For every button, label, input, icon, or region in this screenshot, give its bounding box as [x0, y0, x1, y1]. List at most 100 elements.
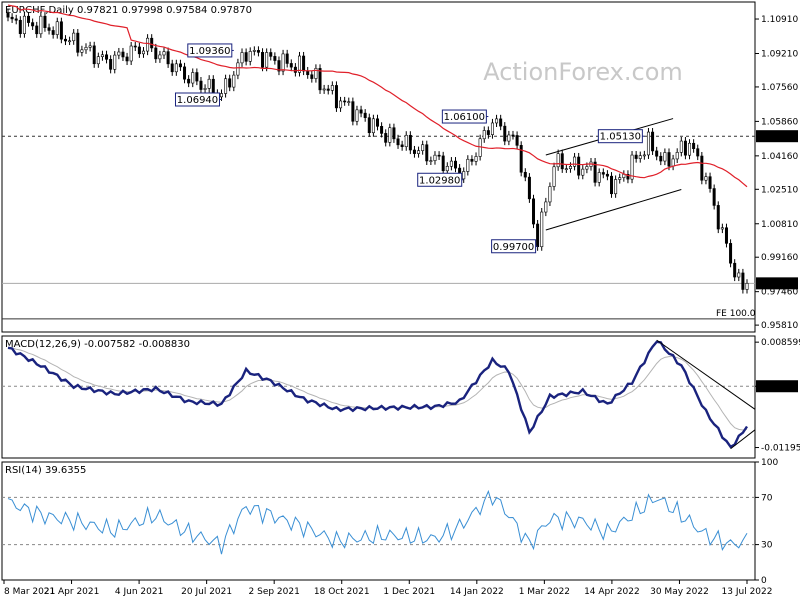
- candle-body: [191, 72, 195, 84]
- macd-title: MACD(12,26,9) -0.007582 -0.008830: [5, 339, 190, 350]
- candle-body: [412, 149, 416, 154]
- candle-body: [55, 21, 59, 35]
- candle-body: [552, 166, 556, 187]
- candle-body: [700, 155, 704, 181]
- main-title: EURCHF,Daily 0.97821 0.97998 0.97584 0.9…: [5, 5, 252, 16]
- candle-body: [105, 54, 109, 60]
- candle-body: [334, 85, 338, 109]
- candle-body: [281, 53, 285, 72]
- candle-body: [359, 109, 363, 114]
- candle-body: [109, 59, 113, 70]
- candle-body: [593, 161, 597, 183]
- candle-body: [277, 60, 281, 72]
- candle-body: [113, 54, 117, 70]
- candle-body: [117, 51, 121, 56]
- candle-body: [84, 47, 88, 51]
- candle-body: [532, 198, 536, 225]
- candle-body: [59, 21, 63, 40]
- candle-body: [228, 78, 232, 88]
- annotation-label: 1.06940: [177, 95, 218, 106]
- candle-body: [199, 80, 203, 90]
- date-tick-label: 2 Sep 2021: [249, 587, 300, 597]
- annotation-label: 1.06100: [444, 112, 485, 123]
- candle-body: [667, 152, 671, 167]
- candle-body: [392, 127, 396, 140]
- channel-lower-line: [545, 189, 682, 231]
- candle-body: [663, 152, 667, 162]
- candle-body: [638, 155, 642, 159]
- candle-body: [445, 166, 449, 172]
- candle-body: [720, 227, 724, 230]
- candle-body: [80, 49, 84, 53]
- candle-body: [375, 118, 379, 127]
- candle-body: [449, 160, 453, 167]
- candle-body: [121, 51, 125, 58]
- candle-body: [429, 160, 433, 162]
- price-badge: [756, 277, 798, 290]
- candle-body: [462, 171, 466, 180]
- candle-body: [733, 262, 737, 278]
- rsi-tick-label: 70: [761, 493, 773, 503]
- rsi-tick-label: 100: [761, 458, 778, 468]
- candle-body: [400, 144, 404, 148]
- candle-body: [363, 112, 367, 118]
- rsi-line: [7, 489, 748, 555]
- candle-body: [22, 15, 26, 34]
- macd-main-line: [7, 340, 748, 449]
- candle-body: [302, 55, 306, 72]
- candle-body: [343, 100, 347, 103]
- candle-body: [646, 131, 650, 156]
- candle-body: [486, 130, 490, 135]
- annotation-label: 1.02980: [419, 175, 460, 186]
- candle-body: [560, 153, 564, 170]
- candle-body: [248, 51, 252, 62]
- candle-body: [380, 126, 384, 134]
- candle-body: [474, 156, 478, 162]
- candle-body: [527, 176, 531, 200]
- candle-body: [92, 45, 96, 65]
- candle-body: [626, 174, 630, 180]
- candle-body: [125, 56, 129, 62]
- price-tick-label: 1.02510: [761, 185, 798, 195]
- candle-body: [601, 172, 605, 175]
- candle-body: [708, 176, 712, 189]
- candle-body: [683, 140, 687, 156]
- candle-body: [737, 272, 741, 278]
- candle-body: [96, 56, 100, 65]
- candle-body: [712, 188, 716, 206]
- date-tick-label: 1 Dec 2021: [383, 587, 435, 597]
- candle-body: [326, 88, 330, 91]
- candle-body: [154, 47, 158, 60]
- candle-body: [269, 52, 273, 57]
- watermark: ActionForex.com: [483, 58, 683, 86]
- date-tick-label: 14 Jan 2022: [450, 587, 504, 597]
- candle-body: [10, 16, 14, 20]
- candle-body: [536, 223, 540, 248]
- candle-body: [655, 150, 659, 157]
- candle-body: [564, 168, 568, 170]
- price-badge: [756, 130, 798, 143]
- candle-body: [293, 66, 297, 73]
- candle-body: [207, 78, 211, 89]
- candle-body: [265, 52, 269, 68]
- candle-body: [634, 154, 638, 159]
- candle-body: [482, 130, 486, 140]
- candle-body: [651, 131, 655, 152]
- rsi-tick-label: 0: [761, 576, 767, 586]
- price-badge-label: 1.05130: [760, 133, 797, 143]
- candle-body: [507, 134, 511, 142]
- candle-body: [273, 56, 277, 61]
- candle-body: [170, 63, 174, 73]
- candle-body: [696, 148, 700, 157]
- candle-body: [675, 152, 679, 160]
- candle-body: [133, 45, 137, 48]
- moving-average-line: [7, 4, 748, 188]
- candle-body: [236, 62, 240, 76]
- panel-frame-1: [1, 1, 756, 333]
- panel-frame-2: [1, 335, 756, 459]
- candle-body: [6, 12, 10, 18]
- fe-label: FE 100.0: [716, 309, 756, 319]
- candle-body: [14, 18, 18, 21]
- candle-body: [178, 63, 182, 68]
- candle-body: [384, 133, 388, 143]
